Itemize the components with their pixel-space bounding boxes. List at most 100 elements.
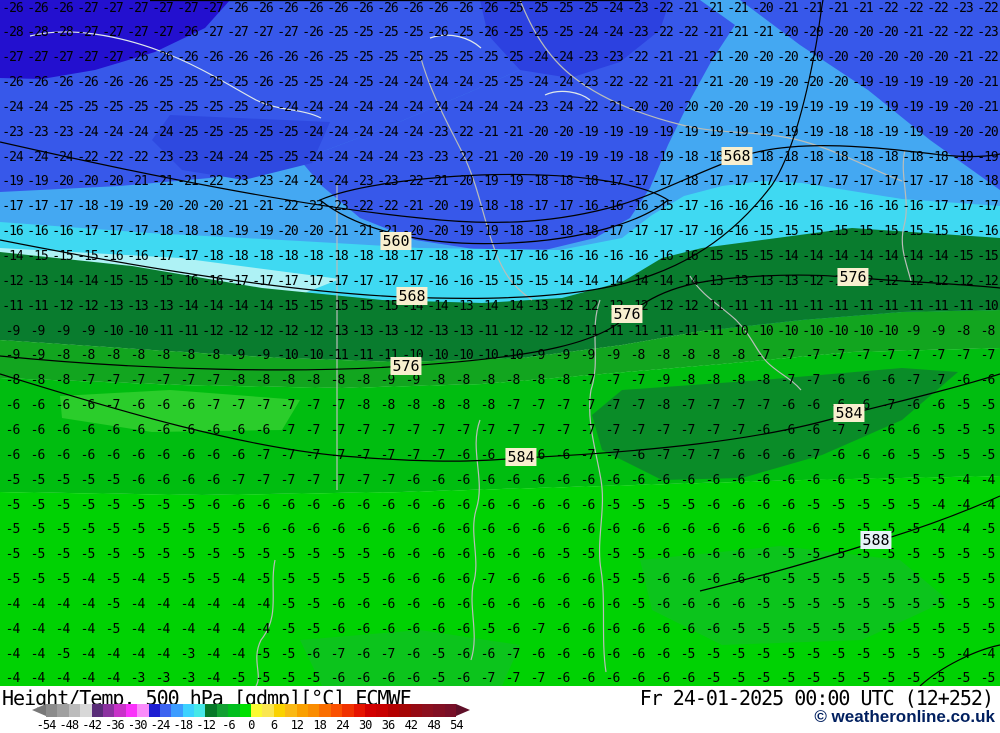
temperature-value: -17 bbox=[927, 174, 948, 190]
temperature-value: -4 bbox=[230, 596, 246, 612]
temperature-value: -6 bbox=[805, 522, 821, 538]
temperature-value: -27 bbox=[77, 50, 98, 66]
temperature-value: -6 bbox=[330, 497, 346, 513]
temperature-value: -4 bbox=[955, 497, 971, 513]
temperature-value: -18 bbox=[577, 174, 598, 190]
temperature-value: -7 bbox=[205, 373, 221, 389]
temperature-value: -14 bbox=[827, 249, 848, 264]
temperature-value: -6 bbox=[380, 547, 396, 563]
temperature-value: -13 bbox=[702, 273, 723, 289]
temperature-value: -4 bbox=[255, 621, 271, 637]
temperature-value: -27 bbox=[252, 25, 273, 41]
temperature-value: -24 bbox=[552, 99, 573, 115]
temperature-value: -17 bbox=[977, 199, 998, 215]
temperature-value: -22 bbox=[627, 75, 648, 91]
temperature-value: -16 bbox=[627, 249, 648, 264]
temperature-value: -5 bbox=[430, 671, 446, 686]
temperature-value: -5 bbox=[130, 547, 146, 563]
temperature-value: -5 bbox=[305, 596, 321, 612]
temperature-value: -7 bbox=[155, 373, 171, 389]
temperature-value: -14 bbox=[802, 249, 823, 264]
temperature-value: -12 bbox=[502, 323, 523, 339]
temperature-value: -7 bbox=[705, 398, 721, 414]
contour-height-label: 576 bbox=[390, 357, 422, 375]
temperature-value: -12 bbox=[927, 273, 948, 289]
temperature-value: -24 bbox=[502, 99, 523, 115]
temperature-value: -7 bbox=[430, 447, 446, 463]
temperature-value: -19 bbox=[727, 124, 748, 140]
temperature-value: -8 bbox=[5, 373, 21, 389]
temperature-value: -8 bbox=[405, 398, 421, 414]
temperature-value: -27 bbox=[77, 25, 98, 41]
temperature-value: -6 bbox=[455, 671, 471, 686]
temperature-value: -18 bbox=[677, 149, 698, 165]
temperature-value: -5 bbox=[605, 497, 621, 513]
temperature-value: -17 bbox=[777, 174, 798, 190]
temperature-value: -25 bbox=[227, 99, 248, 115]
temperature-value: -5 bbox=[80, 522, 96, 538]
temperature-value: -27 bbox=[102, 25, 123, 41]
temperature-value: -5 bbox=[205, 572, 221, 588]
temperature-row: -9 -9 -9 -9 -10 -10 -11 -11 -12 -12 -12 -12 -12 -13 -1… bbox=[0, 323, 1000, 340]
temperature-value: -12 bbox=[552, 323, 573, 339]
temperature-value: -17 bbox=[302, 273, 323, 289]
temperature-value: -17 bbox=[127, 224, 148, 240]
temperature-value: -27 bbox=[227, 25, 248, 41]
temperature-value: -5 bbox=[855, 572, 871, 588]
temperature-value: -24 bbox=[377, 75, 398, 91]
temperature-value: -16 bbox=[852, 199, 873, 215]
temperature-value: -6 bbox=[155, 422, 171, 438]
temperature-value: -6 bbox=[405, 621, 421, 637]
temperature-value: -7 bbox=[130, 373, 146, 389]
temperature-value: -23 bbox=[977, 25, 998, 41]
temperature-value: -6 bbox=[480, 447, 496, 463]
temperature-value: -7 bbox=[655, 447, 671, 463]
colorbar-tick: 30 bbox=[358, 718, 372, 732]
temperature-value: -6 bbox=[505, 497, 521, 513]
temperature-value: -6 bbox=[630, 671, 646, 686]
temperature-value: -5 bbox=[180, 497, 196, 513]
temperature-value: -4 bbox=[105, 646, 121, 662]
temperature-value: -19 bbox=[702, 124, 723, 140]
temperature-value: -26 bbox=[127, 50, 148, 66]
temperature-value: -14 bbox=[927, 249, 948, 264]
temperature-value: -23 bbox=[377, 174, 398, 190]
temperature-value: -8 bbox=[455, 398, 471, 414]
temperature-value: -6 bbox=[380, 522, 396, 538]
temperature-value: -23 bbox=[27, 124, 48, 140]
temperature-value: -23 bbox=[527, 99, 548, 115]
temperature-value: -17 bbox=[402, 273, 423, 289]
temperature-value: -20 bbox=[177, 199, 198, 215]
temperature-value: -26 bbox=[302, 0, 323, 16]
temperature-value: -26 bbox=[252, 50, 273, 66]
temperature-value: -6 bbox=[480, 646, 496, 662]
temperature-value: -5 bbox=[55, 522, 71, 538]
temperature-row: -6 -6 -6 -6 -7 -6 -6 -6 -7 -7 -7 -7 -7 -7 -8 -8 -8 -8 -8 -8… bbox=[0, 397, 1000, 414]
temperature-value: -22 bbox=[927, 25, 948, 41]
temperature-value: -27 bbox=[202, 25, 223, 41]
temperature-value: -27 bbox=[77, 0, 98, 16]
temperature-value: -22 bbox=[627, 50, 648, 66]
temperature-value: -5 bbox=[980, 447, 996, 463]
temperature-value: -5 bbox=[880, 621, 896, 637]
temperature-value: -6 bbox=[455, 497, 471, 513]
temperature-value: -24 bbox=[327, 174, 348, 190]
temperature-value: -15 bbox=[377, 298, 398, 314]
temperature-value: -5 bbox=[930, 621, 946, 637]
temperature-value: -6 bbox=[555, 522, 571, 538]
temperature-value: -5 bbox=[255, 547, 271, 563]
temperature-value: -5 bbox=[55, 497, 71, 513]
temperature-value: -25 bbox=[252, 99, 273, 115]
temperature-value: -6 bbox=[205, 447, 221, 463]
temperature-value: -8 bbox=[655, 348, 671, 364]
temperature-value: -7 bbox=[955, 348, 971, 364]
temperature-value: -7 bbox=[930, 348, 946, 364]
temperature-value: -7 bbox=[580, 422, 596, 438]
temperature-value: -6 bbox=[680, 572, 696, 588]
colorbar-tick: 48 bbox=[427, 718, 440, 732]
temperature-value: -20 bbox=[877, 50, 898, 66]
temperature-value: -12 bbox=[577, 298, 598, 314]
contour-height-label: 588 bbox=[860, 531, 892, 549]
temperature-value: -18 bbox=[302, 249, 323, 264]
temperature-value: -6 bbox=[305, 497, 321, 513]
